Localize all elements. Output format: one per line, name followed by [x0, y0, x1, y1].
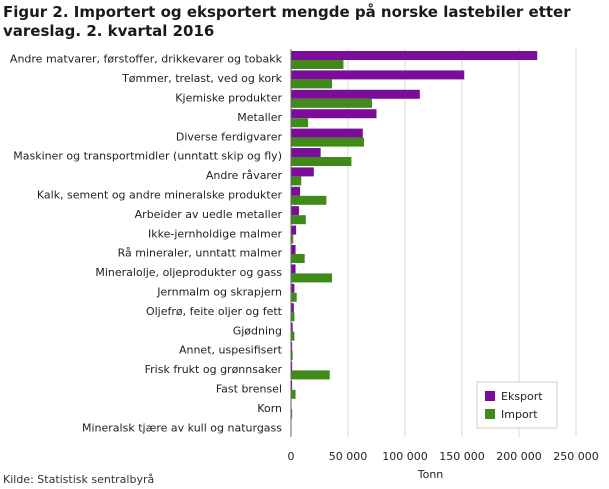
bar-import	[291, 351, 293, 360]
bar-import	[291, 273, 333, 283]
bar-import	[291, 176, 302, 186]
bar-import	[291, 389, 296, 399]
bar-eksport	[291, 148, 321, 157]
x-tick-labels: 0 50 000 100 000 150 000 200 000 250 000	[288, 450, 599, 463]
category-label: Maskiner og transportmidler (unntatt ski…	[13, 150, 282, 163]
category-label: Arbeider av uedle metaller	[135, 208, 283, 221]
bar-import	[291, 254, 305, 263]
category-labels: Andre matvarer, førstoffer, drikkevarer …	[10, 53, 283, 435]
legend-swatch-import	[485, 409, 495, 419]
bar-import	[291, 292, 297, 302]
bar-import	[291, 234, 294, 244]
category-label: Mineralsk tjære av kull og naturgass	[82, 421, 282, 434]
category-label: Frisk frukt og grønnsaker	[145, 363, 283, 376]
bar-import	[291, 79, 333, 89]
bar-eksport	[291, 264, 296, 274]
x-tick-label: 0	[288, 450, 295, 463]
category-label: Oljefrø, feite oljer og fett	[146, 305, 283, 318]
legend: Eksport Import	[476, 381, 558, 429]
x-axis-title: Tonn	[417, 468, 444, 481]
bar-eksport	[291, 361, 293, 371]
bar-import	[291, 195, 327, 205]
category-label: Diverse ferdigvarer	[176, 130, 283, 143]
bar-eksport	[291, 128, 363, 138]
category-label: Andre råvarer	[206, 169, 283, 182]
chart-title: Figur 2. Importert og eksportert mengde …	[3, 3, 571, 40]
category-label: Gjødning	[233, 324, 282, 337]
legend-swatch-eksport	[485, 391, 495, 401]
category-label: Kjemiske produkter	[175, 92, 282, 105]
bar-eksport	[291, 380, 293, 390]
bar-eksport	[291, 51, 538, 60]
bar-import	[291, 331, 295, 341]
bar-import	[291, 312, 295, 322]
category-label: Tømmer, trelast, ved og kork	[121, 72, 283, 85]
category-label: Ikke-jernholdige malmer	[148, 227, 282, 240]
bar-import	[291, 137, 364, 147]
bar-import	[291, 157, 352, 166]
legend-label-eksport: Eksport	[501, 390, 543, 403]
bar-import	[291, 118, 309, 128]
bar-eksport	[291, 303, 294, 313]
bar-import	[291, 215, 306, 225]
bar-eksport	[291, 283, 295, 293]
bar-eksport	[291, 342, 293, 351]
bar-import	[291, 409, 293, 419]
source-note: Kilde: Statistisk sentralbyrå	[3, 473, 155, 486]
x-tick-label: 50 000	[329, 450, 368, 463]
bar-eksport	[291, 245, 296, 254]
bars	[291, 51, 538, 419]
bar-import	[291, 98, 372, 108]
bar-eksport	[291, 70, 465, 80]
category-label: Annet, uspesifisert	[179, 344, 283, 357]
legend-label-import: Import	[501, 408, 538, 421]
bar-eksport	[291, 322, 293, 332]
category-label: Fast brensel	[216, 383, 282, 396]
x-tick-label: 100 000	[382, 450, 428, 463]
category-label: Kalk, sement og andre mineralske produkt…	[37, 189, 283, 202]
x-tick-label: 250 000	[553, 450, 599, 463]
category-label: Korn	[257, 402, 282, 415]
bar-import	[291, 60, 344, 69]
category-label: Rå mineraler, unntatt malmer	[118, 247, 283, 260]
category-label: Mineralolje, oljeprodukter og gass	[95, 266, 282, 279]
bar-eksport	[291, 109, 377, 119]
category-label: Jernmalm og skrapjern	[156, 286, 282, 299]
bar-eksport	[291, 167, 314, 177]
bar-eksport	[291, 206, 299, 216]
x-tick-label: 150 000	[439, 450, 485, 463]
x-tick-label: 200 000	[496, 450, 542, 463]
bar-eksport	[291, 225, 297, 235]
bar-eksport	[291, 89, 420, 99]
category-label: Andre matvarer, førstoffer, drikkevarer …	[10, 53, 283, 66]
bar-import	[291, 370, 330, 380]
legend-box	[476, 381, 558, 429]
bar-eksport	[291, 186, 301, 196]
category-label: Metaller	[237, 111, 282, 124]
gridlines	[347, 49, 577, 437]
